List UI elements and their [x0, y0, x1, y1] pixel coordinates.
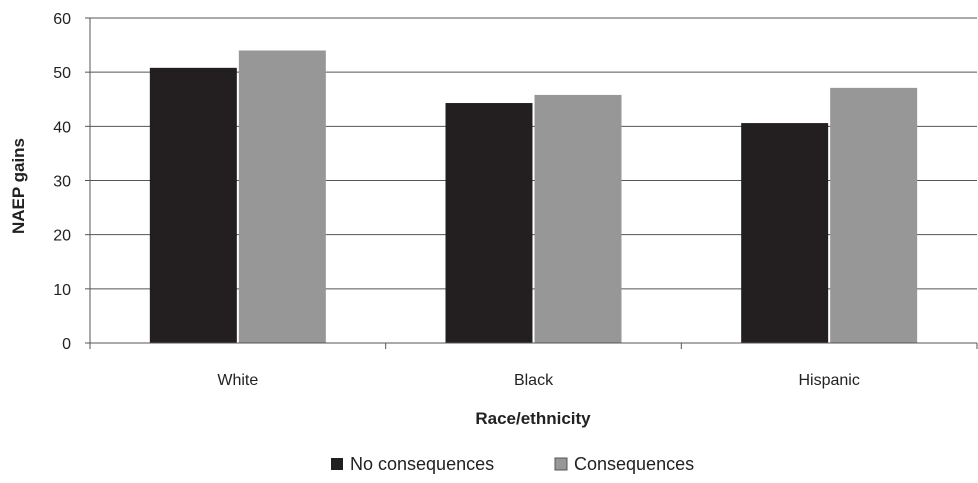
legend-swatch-no-consequences [331, 458, 343, 470]
axes [89, 18, 977, 344]
legend: No consequences Consequences [331, 454, 694, 474]
y-tick-labels: 0 10 20 30 40 50 60 [53, 11, 71, 353]
y-tick-label: 20 [53, 228, 71, 245]
y-tick-label: 0 [62, 336, 71, 353]
y-tick-label: 30 [53, 174, 71, 191]
bar-consequences-black [534, 94, 622, 344]
bar-consequences-white [238, 50, 326, 343]
bar-consequences-hispanic [830, 87, 918, 343]
legend-swatch-consequences [554, 457, 568, 471]
bar-no-consequences-hispanic [741, 123, 829, 343]
bar-no-consequences-black [445, 103, 533, 344]
y-tick-label: 10 [53, 282, 71, 299]
x-tick-label: White [217, 372, 258, 389]
x-tick-labels: White Black Hispanic [217, 372, 859, 389]
gridlines [85, 17, 977, 344]
y-tick-label: 50 [53, 65, 71, 82]
y-axis-title: NAEP gains [9, 138, 28, 234]
x-tick-label: Hispanic [798, 372, 859, 389]
bars [89, 50, 978, 349]
legend-label-consequences: Consequences [574, 454, 694, 474]
x-tick-label: Black [514, 372, 554, 389]
y-tick-label: 60 [53, 11, 71, 28]
bar-no-consequences-white [149, 67, 237, 343]
x-axis-title: Race/ethnicity [475, 409, 591, 428]
y-tick-label: 40 [53, 119, 71, 136]
legend-label-no-consequences: No consequences [350, 454, 494, 474]
